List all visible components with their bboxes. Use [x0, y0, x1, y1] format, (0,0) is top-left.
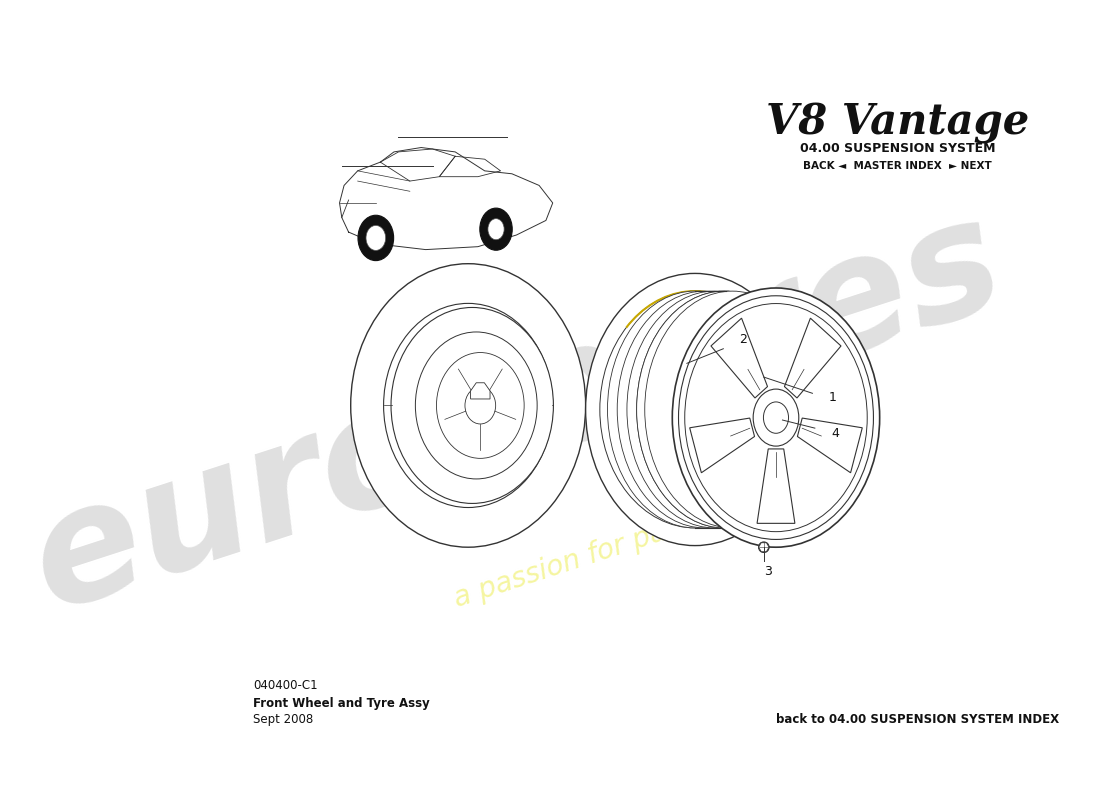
Text: 04.00 SUSPENSION SYSTEM: 04.00 SUSPENSION SYSTEM — [800, 142, 996, 155]
Ellipse shape — [416, 332, 537, 479]
Ellipse shape — [637, 291, 812, 528]
Text: V8 Vantage: V8 Vantage — [766, 102, 1030, 144]
Polygon shape — [759, 542, 769, 552]
Polygon shape — [798, 418, 862, 473]
Ellipse shape — [607, 291, 782, 528]
Text: a passion for parts since 1985: a passion for parts since 1985 — [451, 457, 858, 614]
Polygon shape — [471, 382, 490, 399]
Text: eurospares: eurospares — [12, 184, 1021, 643]
Ellipse shape — [488, 218, 504, 240]
Ellipse shape — [358, 215, 394, 261]
Ellipse shape — [645, 291, 820, 528]
Text: 040400-C1: 040400-C1 — [253, 679, 318, 692]
Ellipse shape — [366, 226, 386, 250]
Ellipse shape — [763, 402, 789, 434]
Ellipse shape — [684, 303, 867, 532]
Text: back to 04.00 SUSPENSION SYSTEM INDEX: back to 04.00 SUSPENSION SYSTEM INDEX — [777, 714, 1059, 726]
Text: BACK ◄  MASTER INDEX  ► NEXT: BACK ◄ MASTER INDEX ► NEXT — [803, 161, 992, 171]
Ellipse shape — [368, 230, 376, 236]
Polygon shape — [711, 318, 768, 398]
Ellipse shape — [754, 389, 799, 446]
Text: 3: 3 — [763, 565, 772, 578]
Ellipse shape — [390, 307, 553, 503]
Text: Sept 2008: Sept 2008 — [253, 714, 313, 726]
Polygon shape — [757, 449, 795, 523]
Ellipse shape — [679, 296, 873, 539]
Ellipse shape — [384, 303, 552, 507]
Ellipse shape — [759, 542, 769, 553]
Text: Front Wheel and Tyre Assy: Front Wheel and Tyre Assy — [253, 697, 430, 710]
Ellipse shape — [627, 291, 802, 528]
Ellipse shape — [637, 291, 812, 528]
Ellipse shape — [672, 288, 880, 547]
Polygon shape — [690, 418, 755, 473]
Text: 4: 4 — [832, 427, 839, 440]
Text: 2: 2 — [739, 333, 747, 346]
Ellipse shape — [600, 291, 790, 528]
Ellipse shape — [491, 222, 497, 228]
Ellipse shape — [351, 264, 585, 547]
Polygon shape — [784, 318, 842, 398]
Text: 1: 1 — [828, 391, 836, 404]
Ellipse shape — [585, 274, 804, 546]
Ellipse shape — [437, 353, 525, 458]
Ellipse shape — [617, 291, 792, 528]
Ellipse shape — [480, 208, 513, 250]
Ellipse shape — [465, 387, 496, 424]
